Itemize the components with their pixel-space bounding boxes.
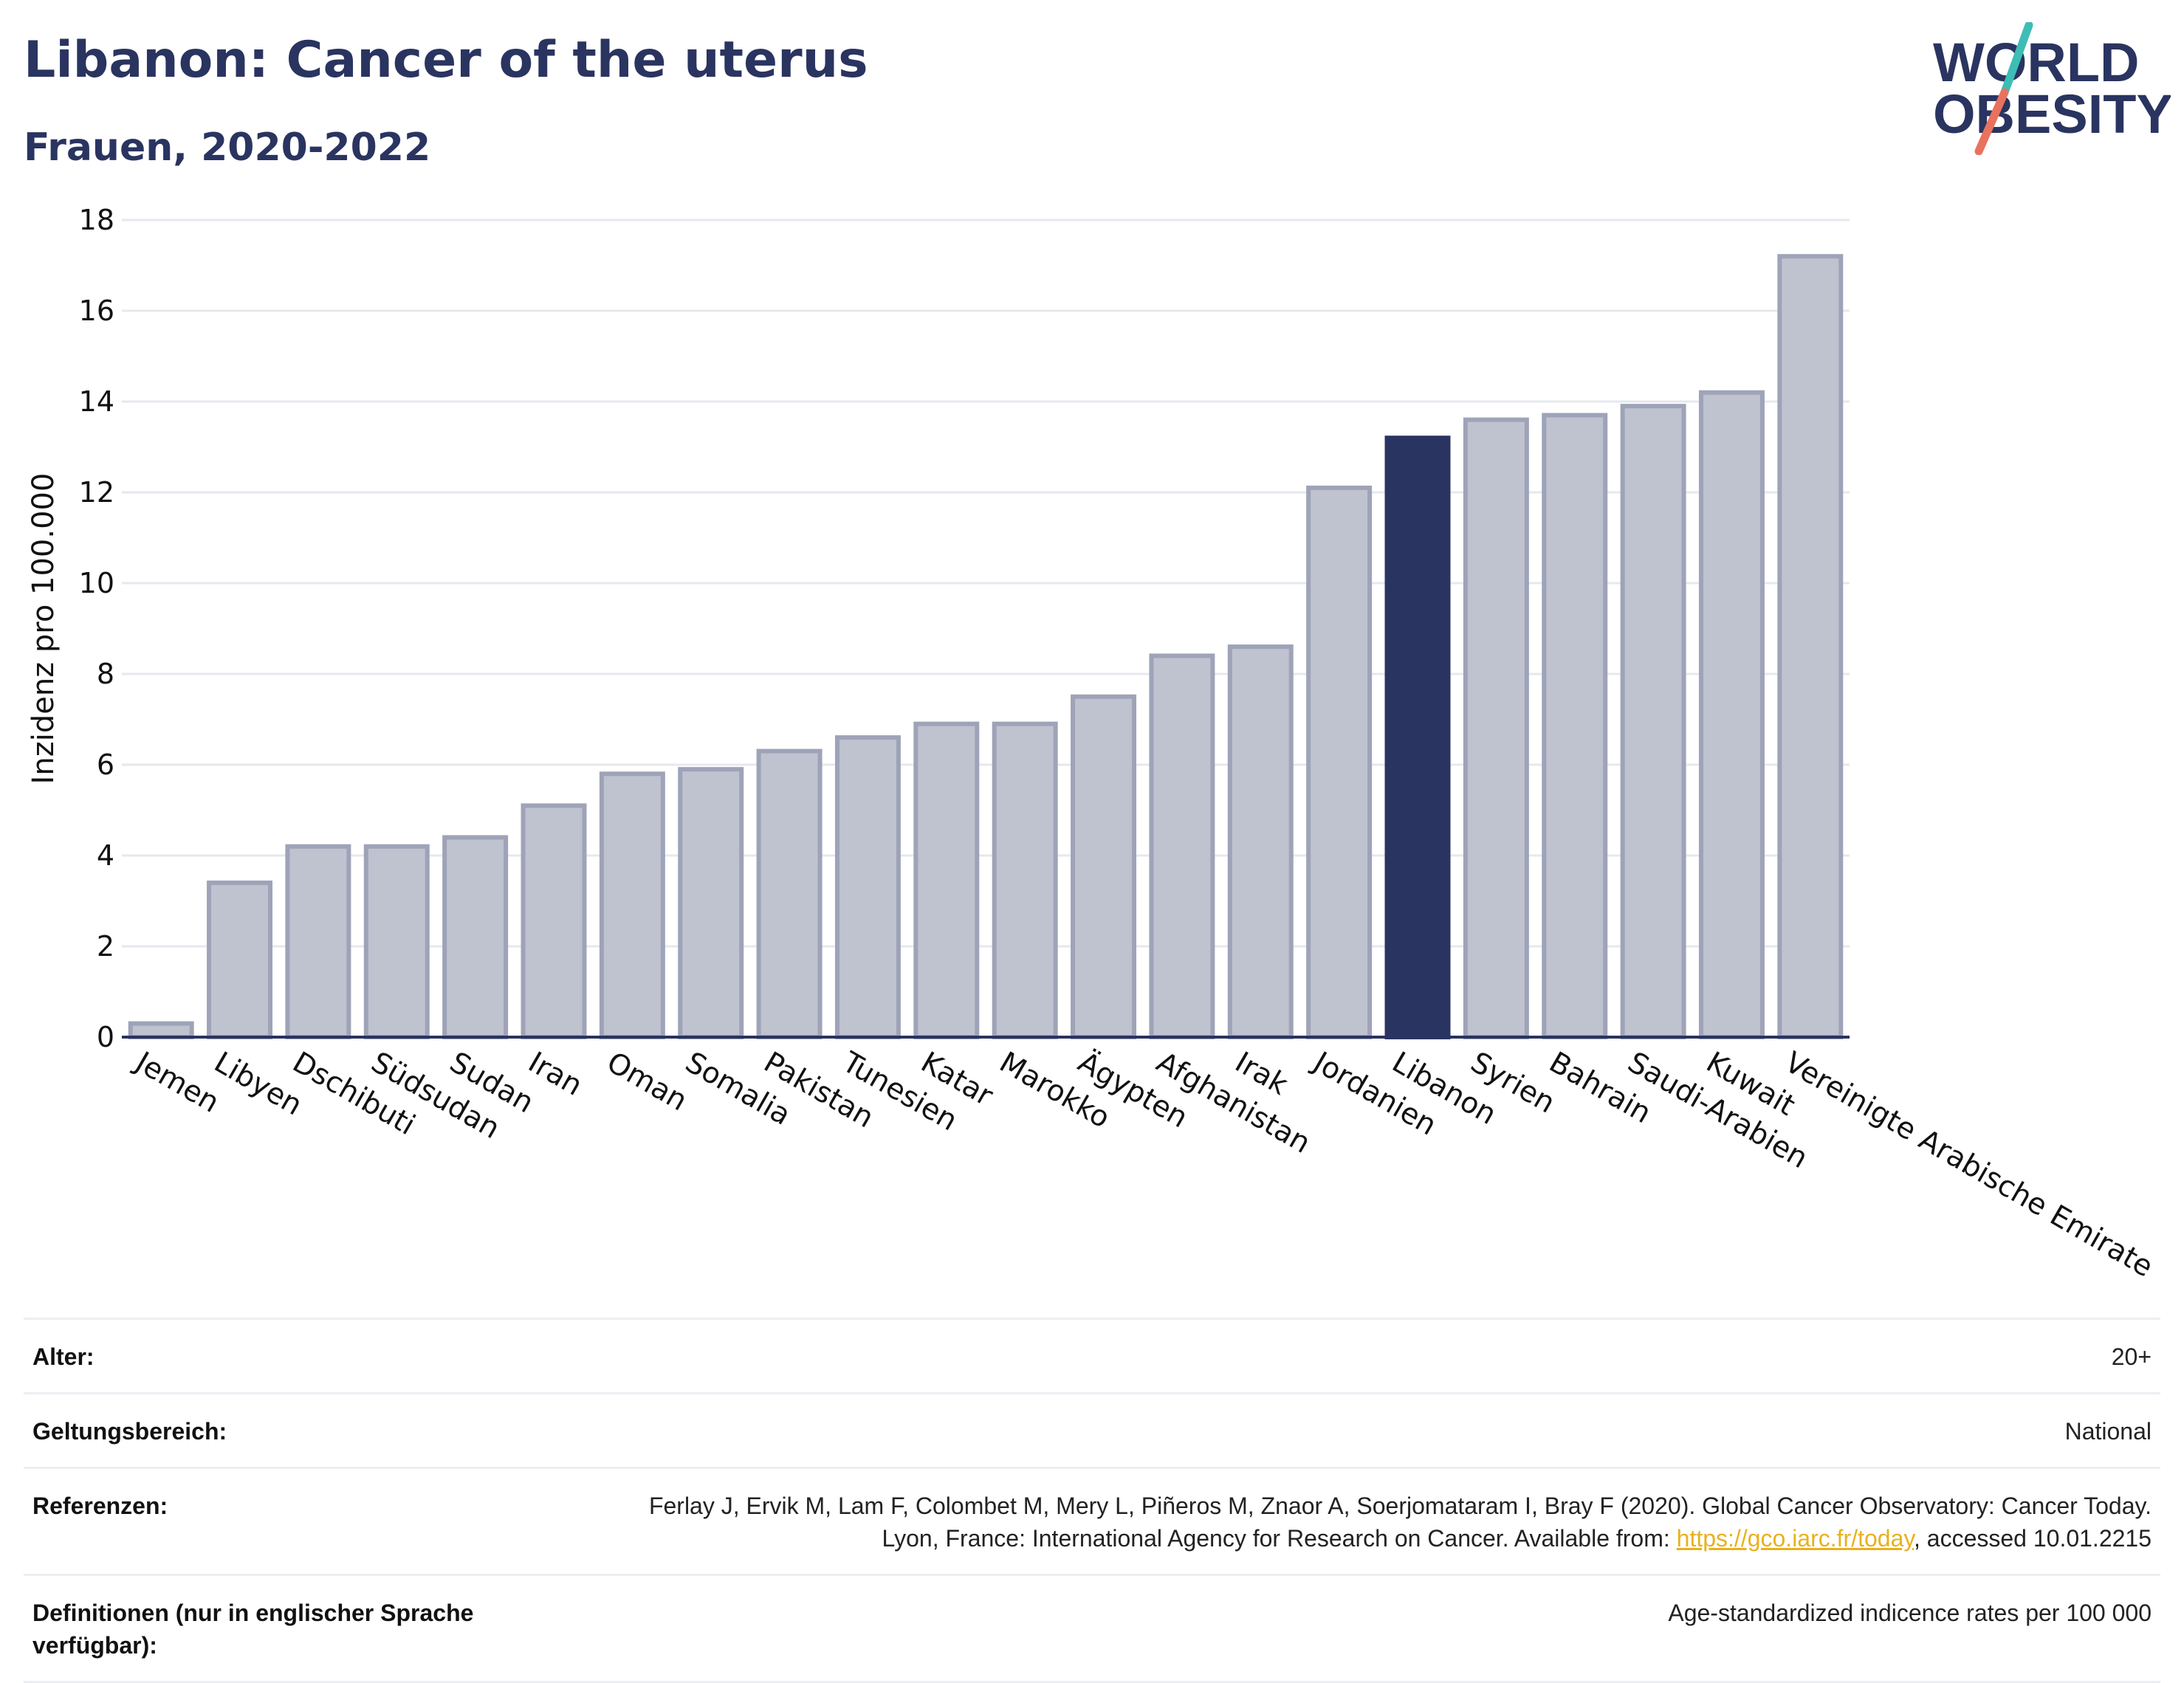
bar-sudan (442, 835, 509, 1040)
logo-slash-bottom (1974, 88, 2009, 155)
y-tick-label: 0 (97, 1021, 114, 1053)
x-tick-label: Libyen (208, 1046, 307, 1123)
bar-oman (599, 771, 665, 1040)
references-text: Ferlay J, Ervik M, Lam F, Colombet M, Me… (648, 1493, 2152, 1552)
age-label: Alter: (32, 1343, 95, 1370)
x-tick-label: Oman (601, 1046, 693, 1118)
bar-tunesien (834, 735, 901, 1039)
meta-row-age: Alter: 20+ (24, 1318, 2160, 1392)
page-subtitle: Frauen, 2020-2022 (24, 125, 431, 170)
bar-kuwait (1698, 390, 1765, 1039)
definitions-label: Definitionen (nur in englischer Sprache … (32, 1600, 474, 1659)
references-link[interactable]: https://gco.iarc.fr/today (1676, 1525, 1914, 1552)
bars (128, 254, 1844, 1040)
meta-row-scope: Geltungsbereich: National (24, 1392, 2160, 1467)
world-obesity-logo: WORLD OBESITY (1933, 22, 2171, 155)
bar-bahrain (1542, 413, 1608, 1039)
y-tick-label: 10 (79, 567, 114, 599)
y-tick-label: 6 (97, 748, 114, 781)
scope-value: National (2064, 1418, 2152, 1445)
x-tick-label: Jemen (128, 1044, 224, 1120)
bar-chart: 0 2 4 6 8 10 12 14 16 18 JemenLibyenDschibutiSüds… (27, 204, 2158, 1284)
bar-libyen (207, 880, 273, 1040)
bar-katar (913, 721, 980, 1040)
bar-afghanistan (1149, 653, 1215, 1039)
y-tick-label: 4 (97, 839, 114, 872)
bar-marokko (992, 721, 1058, 1040)
bar-südsudan (363, 844, 430, 1039)
references-label: Referenzen: (32, 1493, 168, 1519)
y-tick-label: 8 (97, 658, 114, 690)
scope-label: Geltungsbereich: (32, 1418, 227, 1445)
bar-syrien (1463, 417, 1529, 1039)
bar-pakistan (756, 748, 823, 1039)
age-value: 20+ (2111, 1343, 2152, 1370)
y-tick-label: 16 (79, 295, 114, 327)
bar-somalia (678, 767, 744, 1040)
bar-jemen (128, 1021, 194, 1040)
bar-saudi-arabien (1620, 404, 1686, 1039)
y-tick-label: 18 (79, 204, 114, 236)
references-suffix: , accessed 10.01.2215 (1913, 1525, 2152, 1552)
bar-dschibuti (285, 844, 351, 1039)
metadata-table: Alter: 20+ Geltungsbereich: National Ref… (24, 1318, 2160, 1683)
y-axis-label: Inzidenz pro 100.000 (27, 473, 61, 785)
y-tick-label: 12 (79, 476, 114, 509)
y-tick-labels: 0 2 4 6 8 10 12 14 16 18 (79, 204, 114, 1053)
bar-ägypten (1071, 694, 1137, 1039)
y-tick-label: 14 (79, 385, 114, 418)
bar-jordanien (1306, 485, 1373, 1039)
x-tick-label: Vereinigte Arabische Emirate (1779, 1046, 2159, 1284)
page-title: Libanon: Cancer of the uterus (24, 31, 868, 89)
logo-slash-top (2000, 22, 2033, 97)
y-tick-label: 2 (97, 930, 114, 963)
definitions-value: Age-standardized indicence rates per 100… (1668, 1600, 2152, 1626)
logo-text-world: WORLD (1933, 32, 2140, 93)
bar-libanon (1384, 436, 1451, 1039)
meta-row-definitions: Definitionen (nur in englischer Sprache … (24, 1574, 2160, 1683)
meta-row-references: Referenzen: Ferlay J, Ervik M, Lam F, Co… (24, 1467, 2160, 1574)
bar-irak (1227, 644, 1294, 1039)
references-value: Ferlay J, Ervik M, Lam F, Colombet M, Me… (638, 1490, 2152, 1555)
bar-iran (521, 803, 587, 1039)
logo-text-obesity: OBESITY (1933, 83, 2171, 145)
bar-vereinigte-arabische-emirate (1777, 254, 1844, 1040)
